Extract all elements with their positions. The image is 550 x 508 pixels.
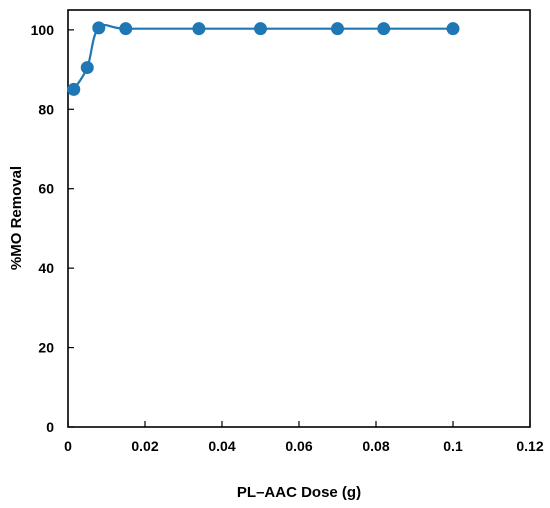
x-tick-label: 0: [64, 438, 72, 454]
x-tick-label: 0.1: [443, 438, 463, 454]
y-tick-label: 100: [31, 22, 55, 38]
y-axis-ticks: 0 20 40 60 80 100: [31, 22, 74, 435]
y-tick-label: 40: [38, 260, 54, 276]
data-point-marker: [67, 82, 81, 96]
data-point-marker: [331, 22, 344, 36]
data-point-marker: [80, 61, 94, 75]
data-point-marker: [377, 22, 391, 36]
x-axis-ticks: 0 0.02 0.04 0.06 0.08 0.1 0.12: [64, 421, 544, 454]
data-point-marker: [92, 21, 106, 35]
data-point-marker: [192, 22, 206, 36]
series-layer: [67, 21, 460, 96]
data-point-marker: [446, 22, 460, 36]
x-axis-title: PL–AAC Dose (g): [237, 484, 361, 501]
x-tick-label: 0.06: [285, 438, 312, 454]
y-tick-label: 20: [38, 340, 54, 356]
y-tick-label: 0: [46, 419, 54, 435]
series-line: [72, 23, 453, 91]
x-tick-label: 0.02: [131, 438, 158, 454]
plot-area-frame: [67, 9, 531, 428]
x-tick-label: 0.08: [362, 438, 389, 454]
y-tick-label: 60: [38, 181, 54, 197]
y-axis-title: %MO Removal: [8, 166, 25, 270]
data-point-marker: [119, 22, 133, 36]
data-point-marker: [254, 22, 267, 36]
y-tick-label: 80: [38, 101, 54, 117]
x-tick-label: 0.12: [516, 438, 543, 454]
x-tick-label: 0.04: [208, 438, 235, 454]
